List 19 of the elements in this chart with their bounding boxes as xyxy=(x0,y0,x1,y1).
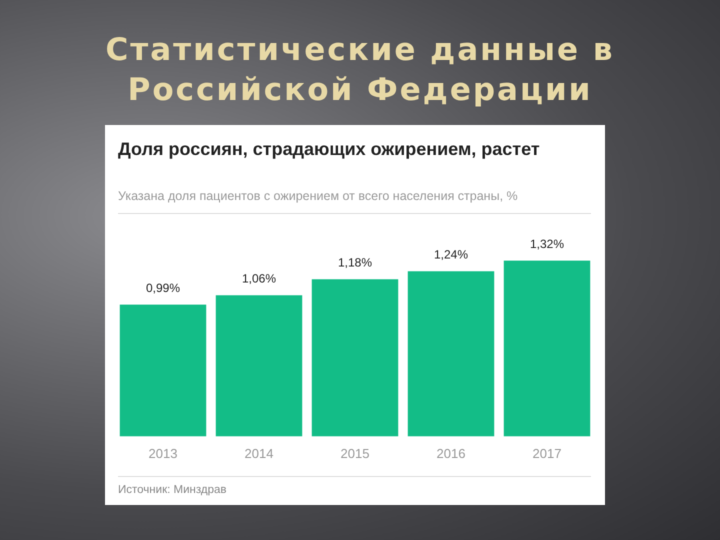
x-tick-label: 2016 xyxy=(436,446,466,461)
text: Источник: Минздрав xyxy=(118,484,226,496)
bar xyxy=(504,260,590,436)
data-label: 0,99% xyxy=(146,280,180,295)
bar xyxy=(312,279,398,436)
data-label: 1,06% xyxy=(242,272,276,286)
x-tick-label: 2014 xyxy=(244,446,274,461)
bar xyxy=(216,295,302,436)
x-tick-label: 2013 xyxy=(148,446,178,461)
text: Указана доля пациентов с ожирением от всего населения страны, % xyxy=(118,189,518,203)
chart-subtitle: Доля россиян, страдающих ожирением, растет xyxy=(118,139,541,160)
data-label: 1,18% xyxy=(338,256,372,270)
data-label: 1,32% xyxy=(530,236,564,251)
data-label: 1,24% xyxy=(434,248,468,262)
chart-title: Статистические данные в Российской Федерации xyxy=(104,31,616,110)
x-tick-label: 2015 xyxy=(340,446,370,461)
bar xyxy=(408,271,494,436)
x-tick-label: 2017 xyxy=(532,446,562,461)
bar xyxy=(120,304,206,436)
